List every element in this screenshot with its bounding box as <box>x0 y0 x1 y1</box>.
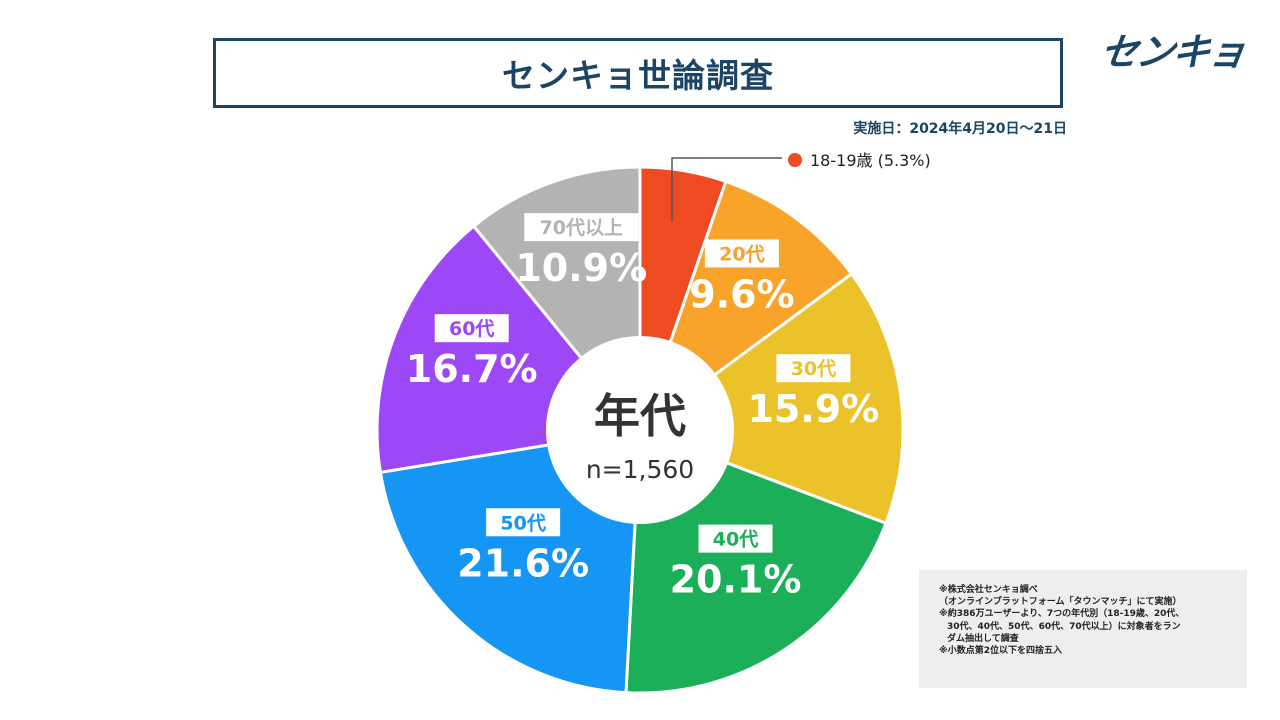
notes-box: ※株式会社センキョ調べ （オンラインプラットフォーム「タウンマッチ」にて実施） … <box>919 570 1247 688</box>
survey-date: 実施日：2024年4月20日～21日 <box>853 121 1067 137</box>
note-line: ※小数点第2位以下を四捨五入 <box>939 646 1063 657</box>
note-line: （オンラインプラットフォーム「タウンマッチ」にて実施） <box>939 597 1182 608</box>
category-badge <box>776 354 851 383</box>
category-badge <box>524 213 639 242</box>
center-hole <box>546 336 734 524</box>
percent-label: 10.9% <box>515 246 647 290</box>
slice-label-group: 30代 15.9% <box>747 354 879 431</box>
slice-label-group: 70代以上 10.9% <box>515 213 647 290</box>
slice-label-group: 20代 9.6% <box>689 239 795 316</box>
category-label: 70代以上 <box>540 217 623 239</box>
category-badge <box>698 524 773 553</box>
percent-label: 21.6% <box>457 541 589 585</box>
page-title: センキョ世論調査 <box>213 38 1063 108</box>
note-line: ※約386万ユーザーより、7つの年代別（18-19歳、20代、 <box>939 609 1185 620</box>
callout-label: 18-19歳 (5.3%) <box>810 151 931 170</box>
slice-label-group: 60代 16.7% <box>406 314 538 391</box>
slice-label-group: 40代 20.1% <box>670 524 802 602</box>
category-label: 40代 <box>713 529 758 551</box>
category-label: 50代 <box>500 512 545 534</box>
note-line: ダム抽出して調査 <box>947 633 1019 644</box>
callout-leader-line <box>671 157 782 222</box>
note-line: 30代、40代、50代、60代、70代以上）に対象者をラン <box>947 621 1181 632</box>
center-sample-size: n=1,560 <box>586 455 694 484</box>
category-badge <box>434 314 509 343</box>
category-label: 20代 <box>719 243 764 265</box>
category-badge <box>704 239 779 268</box>
category-label: 30代 <box>791 358 836 380</box>
slice-label-group: 50代 21.6% <box>457 508 589 585</box>
center-label: 年代 <box>594 389 686 443</box>
percent-label: 15.9% <box>747 387 879 431</box>
pie-slice-2 <box>636 271 905 526</box>
callout: 18-19歳 (5.3%) <box>671 151 931 222</box>
category-badge <box>486 508 561 537</box>
note-line: ※株式会社センキョ調べ <box>939 585 1038 595</box>
category-label: 60代 <box>449 318 494 340</box>
percent-label: 16.7% <box>406 347 538 391</box>
percent-label: 20.1% <box>670 558 802 602</box>
pie-labels: 20代 9.6% 30代 15.9% 40代 20.1% 50代 21.6% 60代 16.7% 7… <box>406 213 879 602</box>
callout-dot <box>788 153 802 167</box>
percent-label: 9.6% <box>689 272 794 316</box>
